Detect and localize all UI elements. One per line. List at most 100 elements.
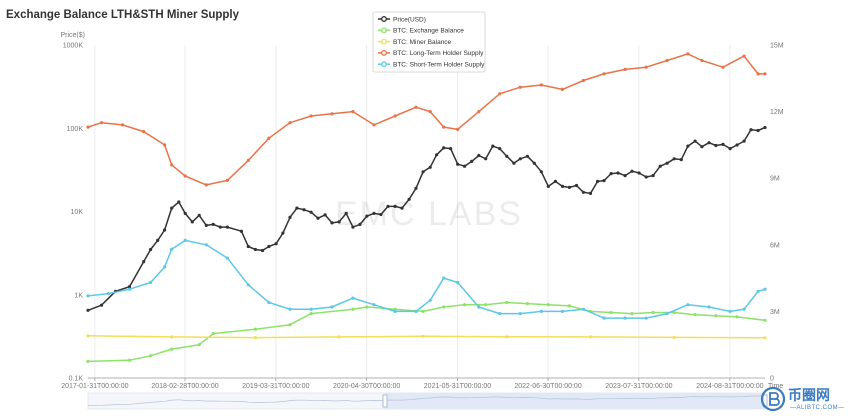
series-point-3	[99, 121, 104, 125]
series-point-4	[204, 243, 208, 247]
series-point-0	[658, 164, 662, 168]
series-point-0	[246, 244, 250, 249]
series-point-4	[756, 289, 760, 293]
series-point-0	[218, 225, 222, 229]
y-right-tick-label: 0	[770, 376, 774, 383]
series-point-3	[763, 72, 767, 76]
series-point-1	[484, 303, 488, 307]
series-point-0	[518, 157, 522, 161]
series-point-1	[763, 318, 767, 322]
series-point-0	[749, 128, 753, 132]
series-point-1	[253, 327, 257, 331]
series-point-4	[225, 256, 229, 260]
slider-preview-line	[87, 395, 766, 406]
series-point-1	[211, 332, 215, 336]
series-point-1	[609, 310, 613, 315]
legend-swatch-marker	[381, 16, 387, 22]
series-point-0	[204, 223, 208, 227]
series-point-0	[470, 159, 474, 163]
legend[interactable]: Price(USD) BTC: Exchange Balance BTC: Mine…	[372, 11, 486, 73]
series-point-0	[302, 208, 306, 212]
series-point-3	[170, 163, 174, 167]
series-point-0	[707, 141, 711, 145]
series-point-3	[442, 125, 446, 129]
series-point-0	[225, 225, 229, 229]
x-tick-label: 2021-05-31T00:00:00	[424, 383, 491, 390]
series-point-3	[225, 178, 229, 182]
series-point-1	[365, 305, 369, 309]
series-point-3	[700, 58, 704, 63]
series-point-1	[463, 303, 467, 307]
series-point-4	[127, 287, 132, 291]
series-point-3	[163, 143, 167, 147]
slider-handle-left	[382, 394, 388, 408]
series-point-0	[512, 161, 516, 165]
series-point-4	[498, 312, 502, 316]
series-point-0	[414, 186, 418, 190]
series-point-1	[309, 312, 313, 316]
series-point-0	[756, 128, 760, 133]
series-point-0	[609, 172, 613, 176]
series-point-2	[421, 334, 425, 338]
series-point-3	[560, 87, 565, 91]
series-point-0	[735, 143, 739, 147]
series-point-3	[372, 123, 376, 127]
legend-entry: BTC: Long-Term Holder Supply	[393, 50, 484, 57]
series-point-0	[651, 174, 655, 178]
series-point-0	[623, 174, 627, 178]
series-point-0	[763, 125, 767, 130]
series-point-0	[665, 161, 669, 165]
series-point-4	[372, 303, 376, 307]
legend-box	[372, 11, 486, 73]
series-point-0	[260, 248, 265, 253]
series-point-0	[323, 213, 327, 217]
series-point-4	[623, 316, 627, 320]
series-point-0	[86, 308, 90, 312]
series-point-3	[246, 158, 250, 162]
x-tick-label: 2023-07-31T00:00:00	[605, 383, 672, 390]
y-left-tick-label: 100K	[67, 126, 84, 133]
series-point-2	[253, 336, 257, 340]
y-left-tick-label: 1K	[74, 292, 83, 299]
series-point-2	[337, 335, 341, 339]
series-point-3	[721, 65, 725, 69]
series-point-0	[288, 215, 292, 219]
series-point-0	[546, 184, 550, 188]
series-point-0	[581, 190, 586, 194]
zoom-slider[interactable]	[87, 392, 768, 410]
series-point-4	[707, 305, 711, 309]
series-point-0	[156, 238, 160, 242]
series-point-0	[99, 303, 104, 307]
y-left-tick-label: 1000K	[63, 43, 84, 50]
grid	[94, 45, 731, 378]
series-point-3	[581, 78, 586, 83]
series-point-0	[686, 144, 690, 148]
series-point-3	[330, 112, 334, 116]
series-point-2	[763, 336, 767, 340]
series-point-4	[107, 292, 111, 296]
series-point-0	[616, 171, 620, 175]
series-point-4	[393, 309, 397, 313]
legend-swatch-marker	[381, 49, 387, 56]
series-point-0	[267, 244, 271, 249]
series-point-4	[86, 294, 90, 298]
series-point-4	[351, 296, 355, 300]
series-point-0	[170, 206, 174, 210]
series-point-0	[679, 158, 683, 162]
legend-entry: BTC: Exchange Balance	[393, 28, 464, 35]
series-point-3	[518, 85, 522, 89]
series-point-0	[190, 220, 194, 224]
legend-entry: Price(USD)	[393, 16, 426, 23]
series-point-0	[560, 184, 565, 188]
series-point-1	[393, 307, 397, 311]
y-left-axis-title: Price($)	[60, 32, 85, 39]
slider-selection	[385, 393, 765, 409]
series-point-4	[183, 238, 187, 242]
series-point-3	[428, 110, 432, 114]
series-point-0	[428, 165, 432, 169]
legend-swatch-marker	[381, 61, 387, 68]
y-right-tick-label: 9M	[770, 176, 780, 183]
series-point-0	[163, 228, 167, 232]
series-point-3	[477, 110, 481, 114]
series-point-1	[505, 300, 509, 305]
